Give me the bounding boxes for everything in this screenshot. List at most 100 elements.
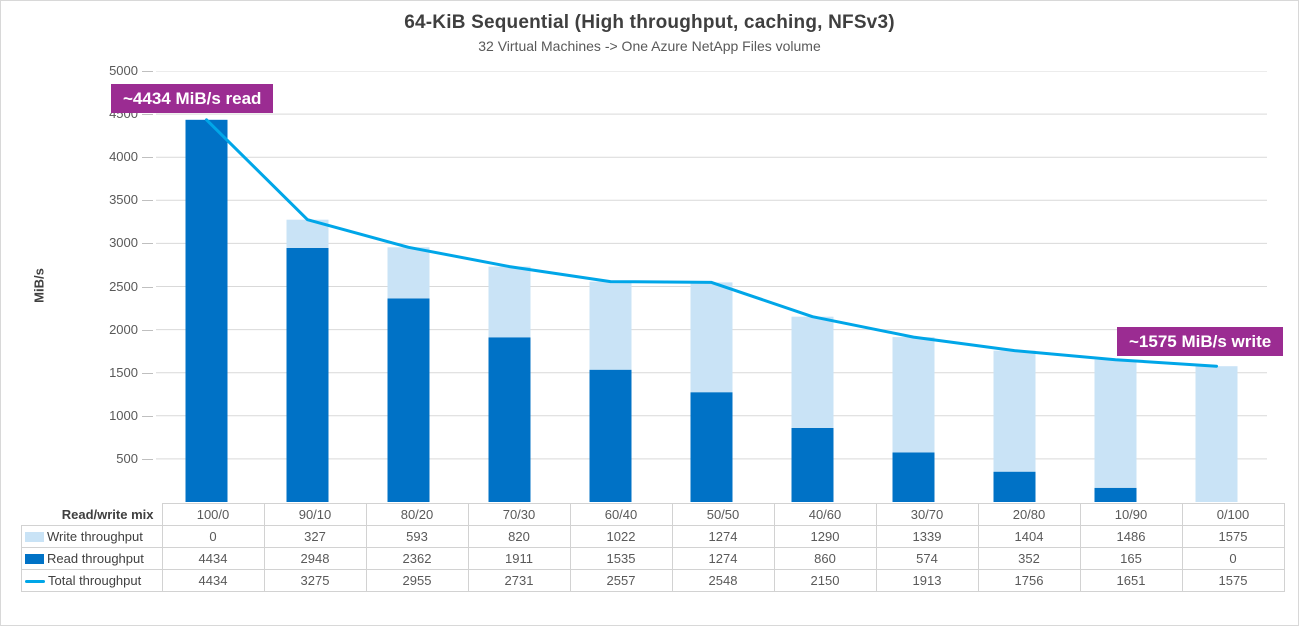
category-cell: 80/20: [366, 504, 468, 526]
y-tick-mark: [142, 373, 153, 374]
write-throughput-value-cell: 1575: [1182, 526, 1284, 548]
write-bar: [893, 337, 935, 452]
total-throughput-value-cell: 2557: [570, 570, 672, 592]
write-bar: [994, 351, 1036, 472]
chart-panel: 64-KiB Sequential (High throughput, cach…: [0, 0, 1299, 626]
category-cell: 70/30: [468, 504, 570, 526]
chart-subtitle: 32 Virtual Machines -> One Azure NetApp …: [1, 38, 1298, 54]
write-throughput-value-cell: 593: [366, 526, 468, 548]
x-axis-title: Read/write mix: [22, 504, 163, 526]
y-tick-label: 3000: [86, 235, 138, 251]
read-throughput-value-cell: 1274: [672, 548, 774, 570]
write-throughput-value-cell: 1339: [876, 526, 978, 548]
write-bar: [792, 317, 834, 428]
y-tick-label: 500: [86, 451, 138, 467]
category-cell: 50/50: [672, 504, 774, 526]
read-throughput-value-cell: 4434: [162, 548, 264, 570]
total-throughput-value-cell: 1756: [978, 570, 1080, 592]
y-tick-label: 2500: [86, 279, 138, 295]
plot-area: [156, 71, 1267, 502]
y-tick-mark: [142, 243, 153, 244]
table-header-row: Read/write mix100/090/1080/2070/3060/405…: [22, 504, 1285, 526]
y-tick-label: 3500: [86, 192, 138, 208]
read-bar: [590, 370, 632, 502]
category-cell: 0/100: [1182, 504, 1284, 526]
total-throughput-label: Total throughput: [22, 570, 163, 592]
read-bar: [489, 337, 531, 502]
y-tick-mark: [142, 287, 153, 288]
read-peak-annotation: ~4434 MiB/s read: [111, 84, 273, 113]
read-bar: [186, 120, 228, 502]
read-bar: [792, 428, 834, 502]
table-row: Write throughput032759382010221274129013…: [22, 526, 1285, 548]
table-row: Read throughput4434294823621911153512748…: [22, 548, 1285, 570]
write-throughput-value-cell: 1486: [1080, 526, 1182, 548]
category-cell: 90/10: [264, 504, 366, 526]
data-table: Read/write mix100/090/1080/2070/3060/405…: [21, 503, 1285, 592]
y-tick-label: 4000: [86, 149, 138, 165]
write-peak-annotation: ~1575 MiB/s write: [1117, 327, 1283, 356]
table-row: Total throughput443432752955273125572548…: [22, 570, 1285, 592]
write-throughput-value-cell: 1290: [774, 526, 876, 548]
read-bar: [893, 453, 935, 503]
read-throughput-value-cell: 574: [876, 548, 978, 570]
write-throughput-value-cell: 0: [162, 526, 264, 548]
category-cell: 10/90: [1080, 504, 1182, 526]
total-throughput-value-cell: 2548: [672, 570, 774, 592]
total-throughput-value-cell: 1651: [1080, 570, 1182, 592]
y-tick-label: 1000: [86, 408, 138, 424]
total-throughput-value-cell: 1913: [876, 570, 978, 592]
read-bar: [388, 298, 430, 502]
read-throughput-value-cell: 352: [978, 548, 1080, 570]
category-cell: 40/60: [774, 504, 876, 526]
y-tick-label: 2000: [86, 322, 138, 338]
write-throughput-swatch-icon: [25, 532, 44, 542]
read-throughput-value-cell: 0: [1182, 548, 1284, 570]
y-tick-label: 5000: [86, 63, 138, 79]
chart-title: 64-KiB Sequential (High throughput, cach…: [1, 12, 1298, 34]
total-throughput-value-cell: 2150: [774, 570, 876, 592]
y-tick-label: 1500: [86, 365, 138, 381]
y-tick-mark: [142, 416, 153, 417]
write-bar: [489, 267, 531, 338]
y-axis-title: MiB/s: [32, 246, 47, 326]
write-throughput-value-cell: 327: [264, 526, 366, 548]
total-throughput-value-cell: 2955: [366, 570, 468, 592]
y-tick-mark: [142, 200, 153, 201]
category-cell: 60/40: [570, 504, 672, 526]
total-throughput-value-cell: 4434: [162, 570, 264, 592]
category-cell: 100/0: [162, 504, 264, 526]
write-bar: [691, 282, 733, 392]
read-throughput-label: Read throughput: [22, 548, 163, 570]
y-tick-mark: [142, 330, 153, 331]
total-throughput-value-cell: 2731: [468, 570, 570, 592]
y-tick-mark: [142, 459, 153, 460]
write-throughput-value-cell: 1274: [672, 526, 774, 548]
write-bar: [590, 282, 632, 370]
y-tick-mark: [142, 114, 153, 115]
write-throughput-value-cell: 820: [468, 526, 570, 548]
write-throughput-value-cell: 1022: [570, 526, 672, 548]
total-throughput-value-cell: 1575: [1182, 570, 1284, 592]
read-bar: [691, 392, 733, 502]
read-throughput-value-cell: 2948: [264, 548, 366, 570]
read-throughput-value-cell: 165: [1080, 548, 1182, 570]
write-throughput-value-cell: 1404: [978, 526, 1080, 548]
write-throughput-label: Write throughput: [22, 526, 163, 548]
write-bar: [1196, 366, 1238, 502]
read-throughput-value-cell: 1911: [468, 548, 570, 570]
write-bar: [388, 247, 430, 298]
read-bar: [994, 472, 1036, 502]
read-throughput-value-cell: 860: [774, 548, 876, 570]
y-tick-mark: [142, 71, 153, 72]
read-bar: [287, 248, 329, 502]
read-throughput-value-cell: 1535: [570, 548, 672, 570]
read-bar: [1095, 488, 1137, 502]
category-cell: 30/70: [876, 504, 978, 526]
total-throughput-value-cell: 3275: [264, 570, 366, 592]
read-throughput-swatch-icon: [25, 554, 44, 564]
write-bar: [1095, 360, 1137, 488]
plot-svg: [156, 71, 1267, 502]
read-throughput-value-cell: 2362: [366, 548, 468, 570]
y-tick-mark: [142, 157, 153, 158]
